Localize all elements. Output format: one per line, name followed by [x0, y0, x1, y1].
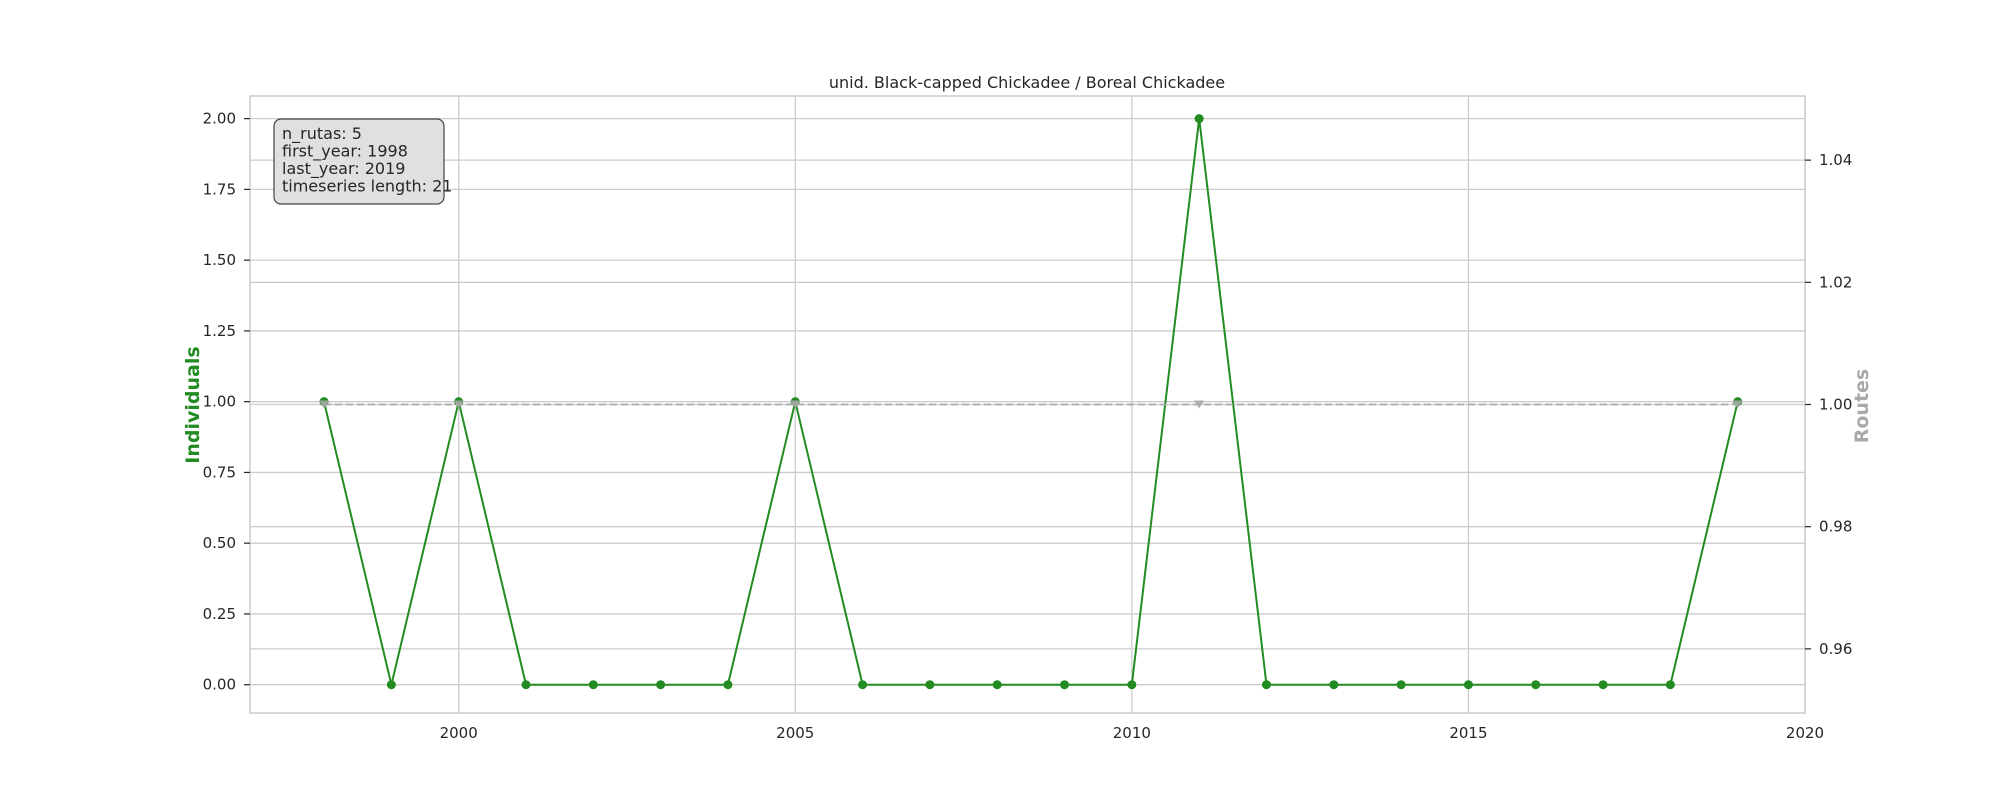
- individuals-point: [1127, 680, 1137, 690]
- info-line: n_rutas: 5: [282, 124, 362, 144]
- y-tick-label: 1.00: [203, 393, 236, 411]
- x-tick-label: 2000: [440, 724, 478, 742]
- routes-point: [790, 400, 801, 409]
- individuals-point: [1598, 680, 1608, 690]
- y2-tick-label: 1.02: [1819, 273, 1852, 291]
- routes-point: [319, 400, 330, 409]
- y-axis-label: Individuals: [182, 346, 204, 463]
- individuals-point: [656, 680, 666, 690]
- y2-tick-label: 0.96: [1819, 640, 1852, 658]
- individuals-point: [1329, 680, 1339, 690]
- routes-point: [1732, 400, 1743, 409]
- info-line: last_year: 2019: [282, 159, 405, 179]
- y2-tick-label: 1.00: [1819, 396, 1852, 414]
- individuals-point: [1463, 680, 1473, 690]
- x-tick-label: 2020: [1786, 724, 1824, 742]
- individuals-point: [1261, 680, 1271, 690]
- x-tick-label: 2010: [1113, 724, 1151, 742]
- info-line: first_year: 1998: [282, 142, 408, 162]
- individuals-point: [1665, 680, 1675, 690]
- grid: [250, 96, 1806, 713]
- individuals-point: [386, 680, 396, 690]
- routes-point: [453, 400, 464, 409]
- y2-tick-label: 1.04: [1819, 151, 1852, 169]
- individuals-point: [925, 680, 935, 690]
- y-tick-label: 0.25: [203, 605, 236, 623]
- individuals-point: [1396, 680, 1406, 690]
- info-box: n_rutas: 5 first_year: 1998 last_year: 2…: [273, 118, 452, 205]
- routes-point: [1194, 400, 1205, 409]
- individuals-point: [1060, 680, 1070, 690]
- y-tick-label: 0.75: [203, 463, 236, 481]
- individuals-line: [323, 118, 1739, 686]
- y-tick-label: 1.75: [203, 180, 236, 198]
- y2-tick-label: 0.98: [1819, 518, 1852, 536]
- individuals-point: [1531, 680, 1541, 690]
- series: [319, 114, 1743, 690]
- individuals-point: [588, 680, 598, 690]
- y-tick-label: 2.00: [203, 110, 236, 128]
- individuals-point: [723, 680, 733, 690]
- individuals-point: [992, 680, 1002, 690]
- y-tick-label: 0.00: [203, 676, 236, 694]
- chart-title: unid. Black-capped Chickadee / Boreal Ch…: [829, 73, 1225, 92]
- y-tick-label: 1.50: [203, 251, 236, 269]
- info-line: timeseries length: 21: [282, 177, 452, 196]
- x-tick-label: 2005: [776, 724, 814, 742]
- individuals-point: [1194, 114, 1204, 124]
- y-tick-label: 1.25: [203, 322, 236, 340]
- y-tick-label: 0.50: [203, 534, 236, 552]
- ticks: 2000 2005 2010 2015 2020 0.00 0.25 0.50 0.75 1.00…: [203, 110, 1853, 742]
- x-tick-label: 2015: [1449, 724, 1487, 742]
- individuals-point: [521, 680, 531, 690]
- info-box-frame: [273, 118, 445, 205]
- individuals-point: [858, 680, 868, 690]
- y2-axis-label: Routes: [1851, 369, 1873, 444]
